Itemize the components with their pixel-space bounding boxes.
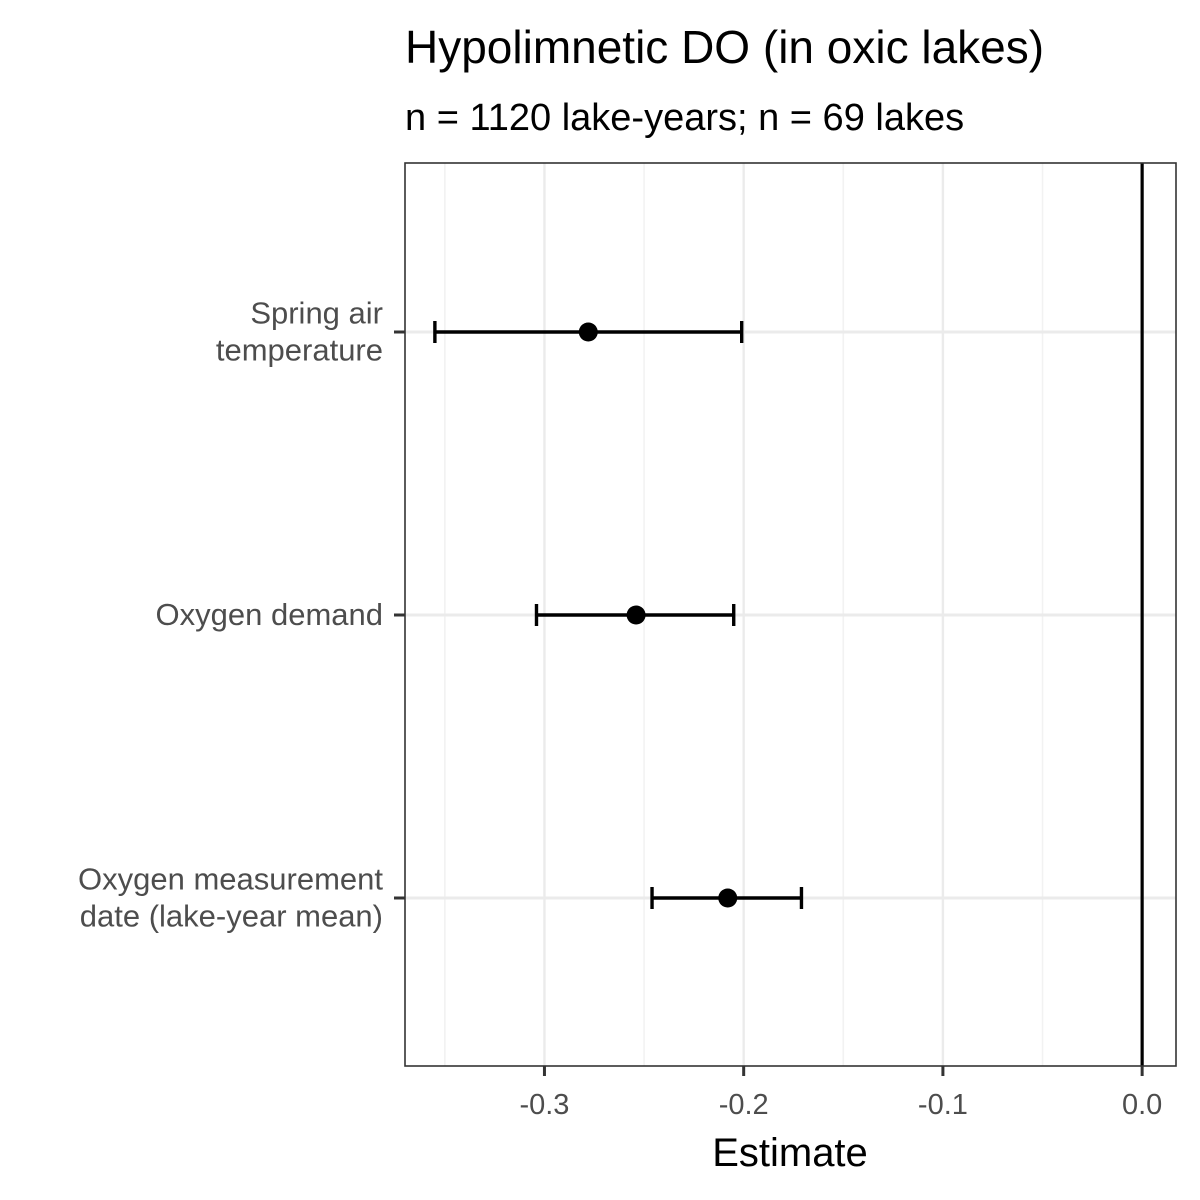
x-tick-label: -0.2 <box>719 1089 769 1121</box>
estimate-point <box>626 605 646 625</box>
y-tick-label: temperature <box>216 333 383 368</box>
estimate-marks <box>433 163 1144 1066</box>
y-tick-label: Oxygen measurement <box>78 862 383 897</box>
y-tick-label: date (lake-year mean) <box>80 899 383 934</box>
x-axis: -0.3 -0.2 -0.1 0.0 <box>519 1066 1162 1121</box>
chart-title: Hypolimnetic DO (in oxic lakes) <box>405 21 1044 73</box>
x-tick-label: 0.0 <box>1122 1089 1162 1121</box>
estimate-point <box>578 322 598 342</box>
y-tick-label: Spring air <box>250 296 383 331</box>
chart-subtitle: n = 1120 lake-years; n = 69 lakes <box>405 97 964 139</box>
x-tick-label: -0.3 <box>519 1089 569 1121</box>
x-tick-label: -0.1 <box>918 1089 968 1121</box>
x-axis-title: Estimate <box>712 1131 868 1175</box>
y-tick-label: Oxygen demand <box>156 597 383 632</box>
estimate-point <box>718 888 738 908</box>
grid-lines <box>405 163 1176 1066</box>
